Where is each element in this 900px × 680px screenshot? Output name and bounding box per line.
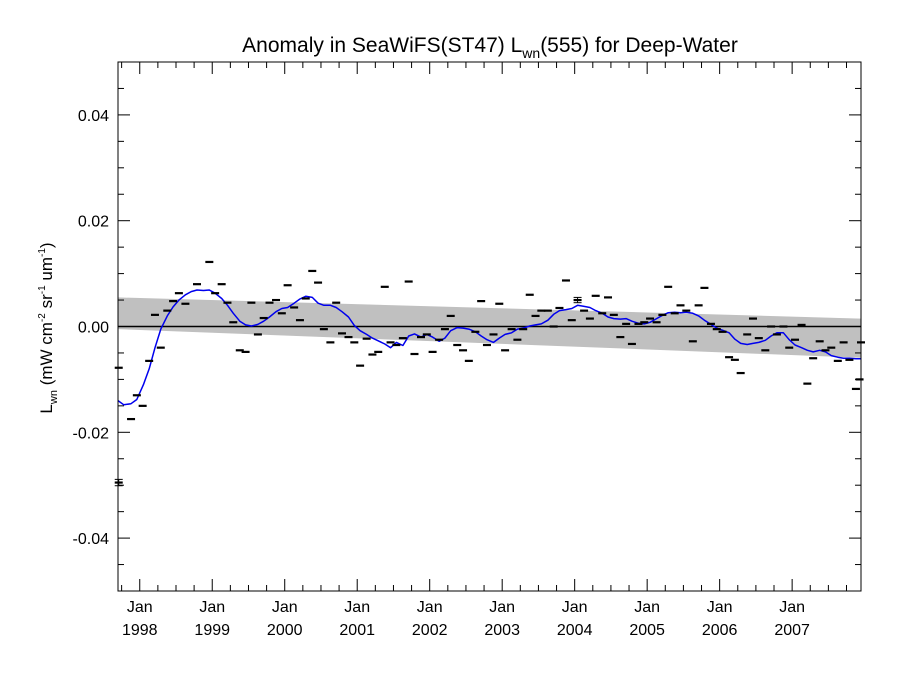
chart-title-prefix: Anomaly in SeaWiFS(ST47) L <box>242 34 522 57</box>
x-tick-year-label: 1999 <box>194 622 230 639</box>
monthly-points-layer <box>114 260 865 484</box>
y-tick-label: 0.04 <box>78 108 109 125</box>
x-tick-month-label: Jan <box>127 599 153 616</box>
x-tick-year-label: 2000 <box>267 622 303 639</box>
y-axis-label-wn: wn <box>48 390 60 405</box>
y-axis-label-exp2: -1 <box>37 285 48 294</box>
x-tick-month-label: Jan <box>199 599 225 616</box>
x-tick-year-label: 1998 <box>122 622 158 639</box>
x-tick-month-label: Jan <box>707 599 733 616</box>
y-tick-label: 0.00 <box>78 320 109 337</box>
x-tick-year-label: 2006 <box>702 622 738 639</box>
x-tick-year-label: 2001 <box>339 622 375 639</box>
y-axis-label: Lwn (mW cm-2 sr-1 um-1) <box>37 242 60 413</box>
x-tick-month-label: Jan <box>562 599 588 616</box>
x-tick-layer: Jan 1998 Jan 1999 Jan 2000 Jan 2001 Jan 2002 Jan 20… <box>121 62 848 639</box>
x-tick-year-label: 2003 <box>484 622 520 639</box>
smoothed-series-line <box>117 289 861 406</box>
y-tick-label: 0.02 <box>78 214 109 231</box>
y-axis-label-open: (mW cm <box>37 322 56 390</box>
x-tick-year-label: 2005 <box>629 622 665 639</box>
x-tick-year-label: 2002 <box>412 622 448 639</box>
y-axis-label-close: ) <box>37 242 56 248</box>
x-tick-month-label: Jan <box>489 599 515 616</box>
error-bar <box>114 478 123 487</box>
x-tick-month-label: Jan <box>634 599 660 616</box>
error-bar-layer <box>114 296 582 487</box>
y-axis-label-exp3: -1 <box>37 248 48 257</box>
chart-title: Anomaly in SeaWiFS(ST47) Lwn(555) for De… <box>242 34 738 61</box>
x-tick-month-label: Jan <box>417 599 443 616</box>
x-tick-month-label: Jan <box>779 599 805 616</box>
chart-title-subscript: wn <box>521 45 540 61</box>
y-axis-label-sr: sr <box>37 294 56 313</box>
y-tick-label: -0.04 <box>73 531 110 548</box>
x-tick-month-label: Jan <box>344 599 370 616</box>
x-tick-year-label: 2004 <box>557 622 593 639</box>
y-axis-label-um: um <box>37 257 56 285</box>
smoothed-series-layer <box>117 289 861 406</box>
y-tick-label: -0.02 <box>73 425 110 442</box>
confidence-band <box>118 297 861 358</box>
confidence-band-layer <box>118 297 861 358</box>
y-tick-layer: -0.04 -0.02 0.00 0.02 0.04 <box>73 61 861 592</box>
y-axis-label-exp1: -2 <box>37 313 48 322</box>
y-axis-label-l: L <box>37 404 56 413</box>
x-tick-month-label: Jan <box>272 599 298 616</box>
chart-title-suffix: (555) for Deep-Water <box>540 34 738 57</box>
error-bar <box>573 296 582 304</box>
x-tick-year-label: 2007 <box>774 622 810 639</box>
